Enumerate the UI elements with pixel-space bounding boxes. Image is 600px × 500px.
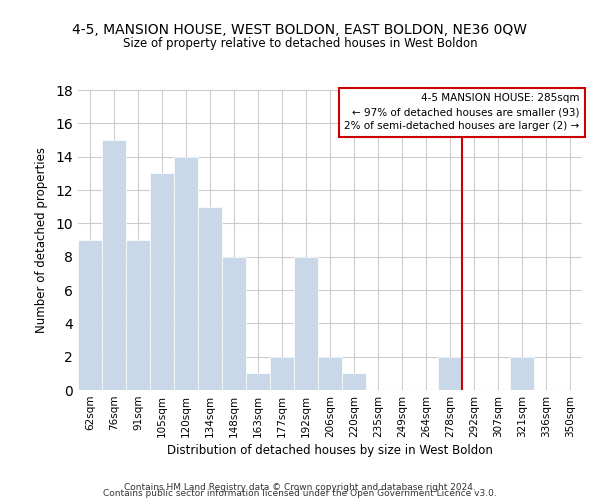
Y-axis label: Number of detached properties: Number of detached properties	[35, 147, 49, 333]
Text: 4-5 MANSION HOUSE: 285sqm
← 97% of detached houses are smaller (93)
2% of semi-d: 4-5 MANSION HOUSE: 285sqm ← 97% of detac…	[344, 94, 580, 132]
Bar	[174, 156, 198, 390]
Bar	[126, 240, 150, 390]
Bar	[270, 356, 294, 390]
Bar	[222, 256, 246, 390]
Bar	[78, 240, 102, 390]
X-axis label: Distribution of detached houses by size in West Boldon: Distribution of detached houses by size …	[167, 444, 493, 457]
Bar	[342, 374, 366, 390]
Bar	[150, 174, 174, 390]
Bar	[438, 356, 462, 390]
Text: Contains HM Land Registry data © Crown copyright and database right 2024.: Contains HM Land Registry data © Crown c…	[124, 483, 476, 492]
Text: Contains public sector information licensed under the Open Government Licence v3: Contains public sector information licen…	[103, 490, 497, 498]
Bar	[318, 356, 342, 390]
Bar	[510, 356, 534, 390]
Bar	[198, 206, 222, 390]
Bar	[102, 140, 126, 390]
Text: Size of property relative to detached houses in West Boldon: Size of property relative to detached ho…	[122, 38, 478, 51]
Bar	[294, 256, 318, 390]
Bar	[246, 374, 270, 390]
Text: 4-5, MANSION HOUSE, WEST BOLDON, EAST BOLDON, NE36 0QW: 4-5, MANSION HOUSE, WEST BOLDON, EAST BO…	[73, 22, 527, 36]
